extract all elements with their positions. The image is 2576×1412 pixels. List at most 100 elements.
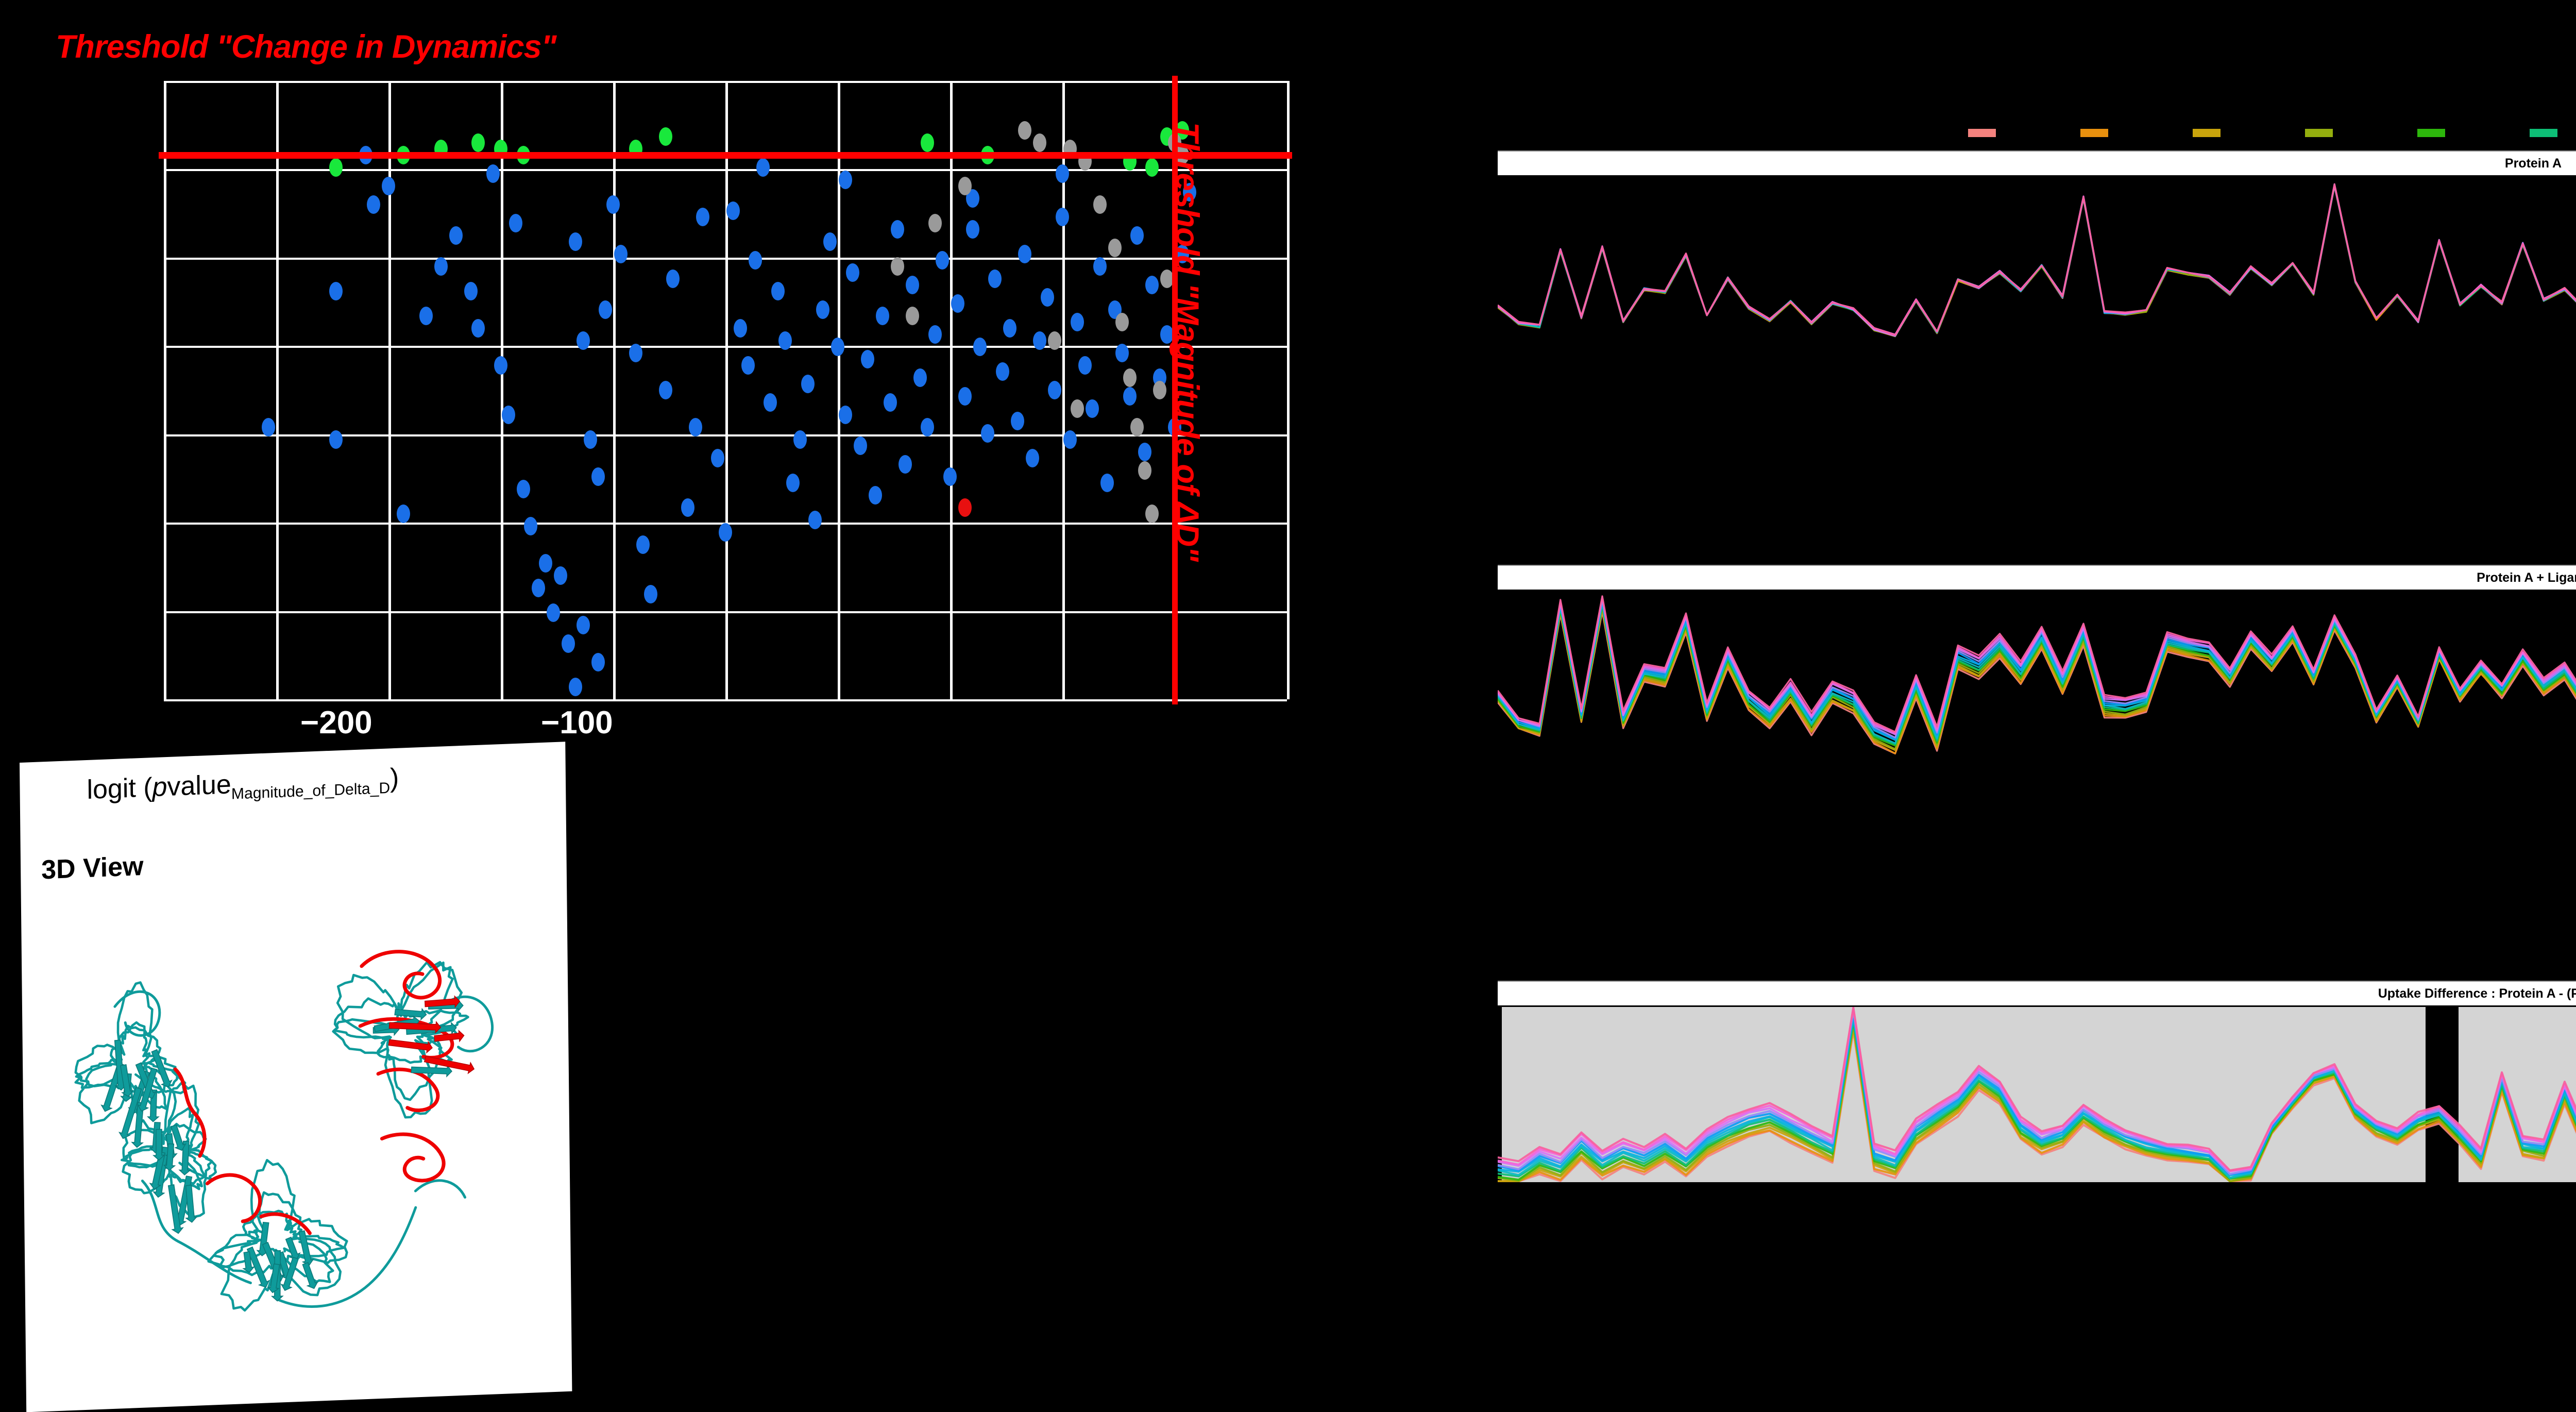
volcano-point[interactable] <box>921 133 935 152</box>
volcano-point[interactable] <box>1130 226 1144 245</box>
volcano-point[interactable] <box>486 164 500 183</box>
chart-protein-a-canvas[interactable] <box>1498 175 2576 340</box>
volcano-point[interactable] <box>1056 208 1069 226</box>
volcano-point[interactable] <box>1033 133 1047 152</box>
volcano-point[interactable] <box>1086 399 1099 418</box>
volcano-point[interactable] <box>846 263 860 282</box>
volcano-point[interactable] <box>801 375 815 393</box>
volcano-point[interactable] <box>958 498 972 517</box>
three-d-view-card[interactable]: logit (pvalueMagnitude_of_Delta_D) 3D Vi… <box>20 742 572 1412</box>
volcano-point[interactable] <box>629 344 642 362</box>
volcano-point[interactable] <box>614 245 628 263</box>
volcano-point[interactable] <box>636 535 650 554</box>
volcano-point[interactable] <box>1040 288 1054 307</box>
volcano-point[interactable] <box>531 579 545 597</box>
volcano-point[interactable] <box>464 282 478 300</box>
volcano-point[interactable] <box>576 616 590 634</box>
volcano-point[interactable] <box>988 270 1002 288</box>
volcano-point[interactable] <box>449 226 463 245</box>
volcano-point[interactable] <box>711 449 725 467</box>
volcano-point[interactable] <box>1093 195 1107 214</box>
volcano-point[interactable] <box>658 127 672 146</box>
volcano-point[interactable] <box>539 554 553 573</box>
volcano-point[interactable] <box>569 232 583 251</box>
volcano-point[interactable] <box>838 406 852 424</box>
chart-uptake-difference[interactable]: Uptake Difference : Protein A - (Protein… <box>1498 981 2576 1182</box>
volcano-point[interactable] <box>666 270 680 288</box>
volcano-point[interactable] <box>1108 239 1122 257</box>
volcano-point[interactable] <box>471 133 485 152</box>
volcano-point[interactable] <box>1033 331 1047 350</box>
volcano-point[interactable] <box>382 177 395 195</box>
volcano-point[interactable] <box>419 307 433 325</box>
volcano-point[interactable] <box>973 338 987 356</box>
volcano-point[interactable] <box>786 474 800 492</box>
volcano-point[interactable] <box>1145 158 1159 177</box>
volcano-point[interactable] <box>494 356 507 375</box>
volcano-point[interactable] <box>891 220 905 239</box>
legend-swatch-t2[interactable] <box>2080 129 2108 137</box>
volcano-point[interactable] <box>838 171 852 189</box>
volcano-point[interactable] <box>591 467 605 486</box>
volcano-point[interactable] <box>951 294 964 313</box>
volcano-point[interactable] <box>516 480 530 498</box>
volcano-point[interactable] <box>764 393 777 412</box>
timepoint-legend[interactable] <box>1494 129 2576 140</box>
volcano-point[interactable] <box>688 418 702 436</box>
volcano-point[interactable] <box>913 368 927 387</box>
volcano-point[interactable] <box>1160 270 1174 288</box>
volcano-point[interactable] <box>1071 313 1084 331</box>
volcano-point[interactable] <box>883 393 897 412</box>
volcano-point[interactable] <box>434 257 448 276</box>
volcano-point[interactable] <box>771 282 785 300</box>
volcano-point[interactable] <box>1138 443 1151 461</box>
volcano-point[interactable] <box>569 678 583 696</box>
volcano-point[interactable] <box>876 307 890 325</box>
volcano-point[interactable] <box>1048 331 1062 350</box>
chart-uptake-difference-canvas[interactable] <box>1498 1005 2576 1182</box>
volcano-point[interactable] <box>1056 164 1069 183</box>
volcano-point[interactable] <box>599 300 613 319</box>
volcano-point[interactable] <box>868 486 882 505</box>
volcano-point[interactable] <box>329 282 343 300</box>
volcano-point[interactable] <box>995 362 1009 381</box>
volcano-point[interactable] <box>741 356 755 375</box>
volcano-point[interactable] <box>1123 387 1137 406</box>
volcano-point[interactable] <box>853 436 867 455</box>
chart-protein-a-ligand-canvas[interactable] <box>1498 590 2576 754</box>
volcano-point[interactable] <box>965 220 979 239</box>
volcano-point[interactable] <box>906 307 920 325</box>
volcano-point[interactable] <box>958 387 972 406</box>
volcano-point[interactable] <box>1115 313 1129 331</box>
volcano-point[interactable] <box>584 430 598 449</box>
volcano-point[interactable] <box>980 424 994 443</box>
volcano-point[interactable] <box>726 201 740 220</box>
volcano-point[interactable] <box>606 195 620 214</box>
volcano-point[interactable] <box>471 319 485 338</box>
volcano-point[interactable] <box>756 158 770 177</box>
volcano-point[interactable] <box>1048 381 1062 399</box>
volcano-point[interactable] <box>1153 381 1166 399</box>
legend-swatch-t6[interactable] <box>2530 129 2557 137</box>
volcano-point[interactable] <box>1010 412 1024 430</box>
volcano-point[interactable] <box>1078 356 1092 375</box>
volcano-point[interactable] <box>681 498 695 517</box>
volcano-point[interactable] <box>576 331 590 350</box>
volcano-point[interactable] <box>1018 245 1032 263</box>
volcano-point[interactable] <box>719 523 732 542</box>
volcano-point[interactable] <box>928 214 942 232</box>
chart-protein-a-ligand[interactable]: Protein A + Ligand <box>1498 565 2576 754</box>
volcano-point[interactable] <box>1123 368 1137 387</box>
volcano-point[interactable] <box>366 195 380 214</box>
volcano-point[interactable] <box>816 300 829 319</box>
volcano-point[interactable] <box>696 208 710 226</box>
volcano-point[interactable] <box>808 511 822 529</box>
volcano-point[interactable] <box>1063 430 1077 449</box>
volcano-point[interactable] <box>861 350 875 368</box>
volcano-point[interactable] <box>921 418 935 436</box>
volcano-point[interactable] <box>1100 474 1114 492</box>
volcano-point[interactable] <box>501 406 515 424</box>
volcano-point[interactable] <box>943 467 957 486</box>
volcano-point[interactable] <box>658 381 672 399</box>
volcano-point[interactable] <box>329 430 343 449</box>
